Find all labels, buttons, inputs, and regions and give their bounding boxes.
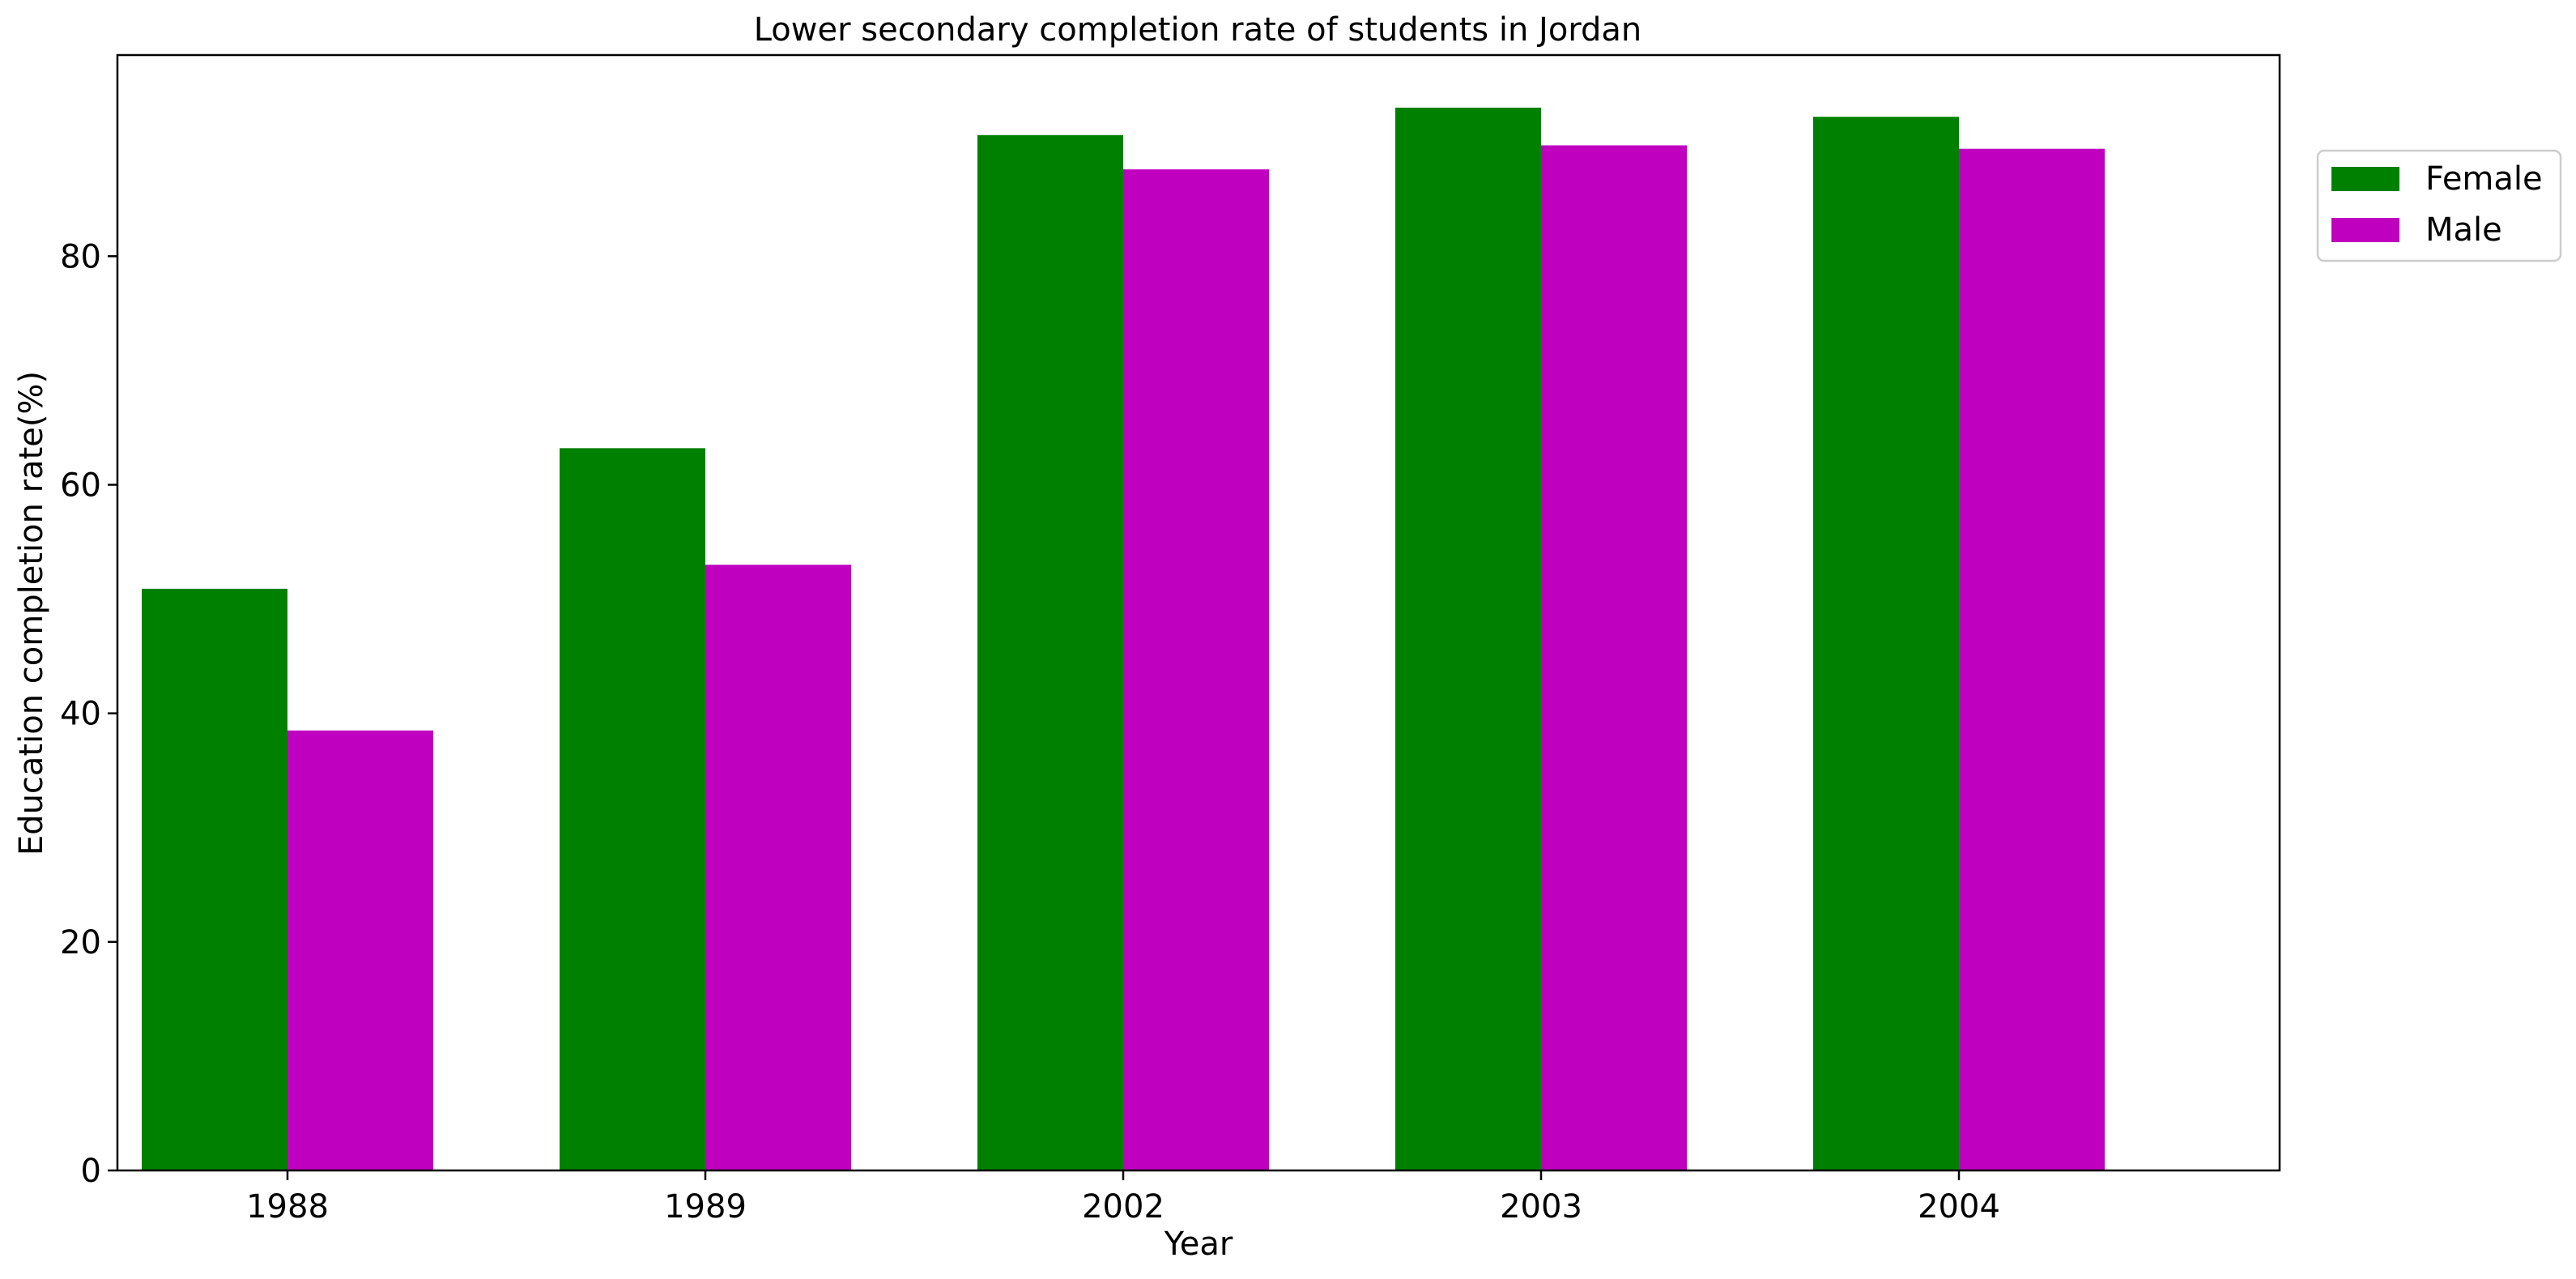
legend-label-male: Male (2425, 211, 2502, 249)
legend-swatch-female (2331, 167, 2399, 191)
x-axis: 1988 1989 2002 2003 2004 (246, 1170, 2000, 1226)
bar-female-2003 (1395, 107, 1541, 1170)
bar-female-2004 (1813, 117, 1959, 1170)
legend: Female Male (2316, 149, 2562, 262)
bars-group (142, 107, 2105, 1171)
bar-male-2003 (1541, 145, 1687, 1170)
chart-title: Lower secondary completion rate of stude… (754, 11, 1642, 49)
y-tick-label: 40 (60, 696, 101, 733)
legend-swatch-male (2331, 218, 2399, 242)
y-tick-label: 80 (60, 238, 101, 275)
x-tick-label: 1988 (246, 1188, 329, 1226)
bar-female-2002 (977, 134, 1123, 1170)
bar-male-1988 (287, 730, 433, 1170)
bar-male-2002 (1123, 169, 1269, 1170)
y-tick-label: 20 (60, 924, 101, 961)
bar-female-1988 (142, 588, 287, 1170)
y-axis: 0 20 40 60 80 (60, 238, 117, 1190)
plot-frame (116, 53, 2281, 1172)
y-axis-label: Education completion rate(%) (13, 371, 50, 855)
x-tick-label: 1989 (664, 1188, 747, 1226)
legend-label-female: Female (2425, 160, 2543, 198)
y-tick-label: 60 (60, 467, 101, 504)
bar-male-2004 (1959, 148, 2105, 1171)
x-tick-label: 2004 (1918, 1188, 2000, 1226)
x-tick-label: 2003 (1500, 1188, 1582, 1226)
x-tick-label: 2002 (1082, 1188, 1165, 1226)
bar-male-1989 (705, 565, 851, 1170)
y-tick-label: 0 (81, 1153, 101, 1190)
x-axis-label: Year (1164, 1226, 1233, 1263)
bar-female-1989 (560, 448, 705, 1170)
